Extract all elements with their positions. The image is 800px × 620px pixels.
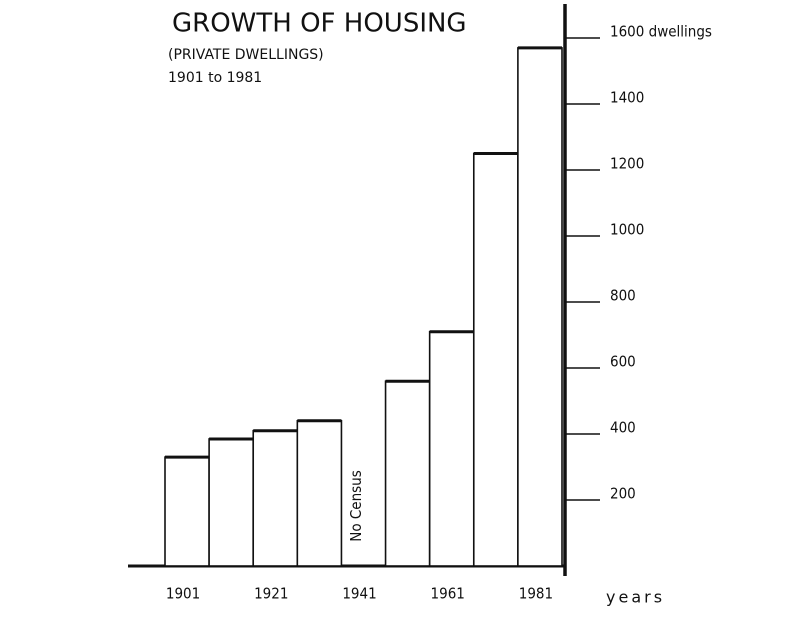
y-tick-label: 600 (610, 353, 636, 371)
y-tick-label: 200 (610, 485, 636, 503)
bar (208, 438, 255, 567)
x-tick-label: 1901 (166, 585, 200, 603)
bar (164, 456, 210, 567)
x-tick-label: 1921 (254, 585, 288, 603)
y-tick-label: 1000 (610, 221, 644, 239)
chart-subtitle: 1901 to 1981 (168, 70, 262, 86)
y-tick-label: 1400 (610, 89, 644, 107)
chart-subtitle: (PRIVATE DWELLINGS) (168, 47, 324, 63)
y-tick-label: 800 (610, 287, 636, 305)
x-tick-label: 1981 (519, 585, 553, 603)
x-tick-label: 1961 (431, 585, 465, 603)
bar (472, 152, 519, 567)
chart-title: GROWTH OF HOUSING (172, 9, 467, 39)
annotation: No Census (347, 470, 365, 542)
bar (384, 380, 431, 567)
y-tick-label: 400 (610, 419, 636, 437)
y-tick-label: 1600 dwellings (610, 23, 712, 41)
bar (252, 429, 299, 567)
bar (517, 47, 563, 567)
x-axis-label: years (606, 588, 665, 607)
x-tick-label: 1941 (342, 585, 376, 603)
bar (296, 419, 343, 567)
y-tick-label: 1200 (610, 155, 644, 173)
bar (428, 330, 475, 567)
